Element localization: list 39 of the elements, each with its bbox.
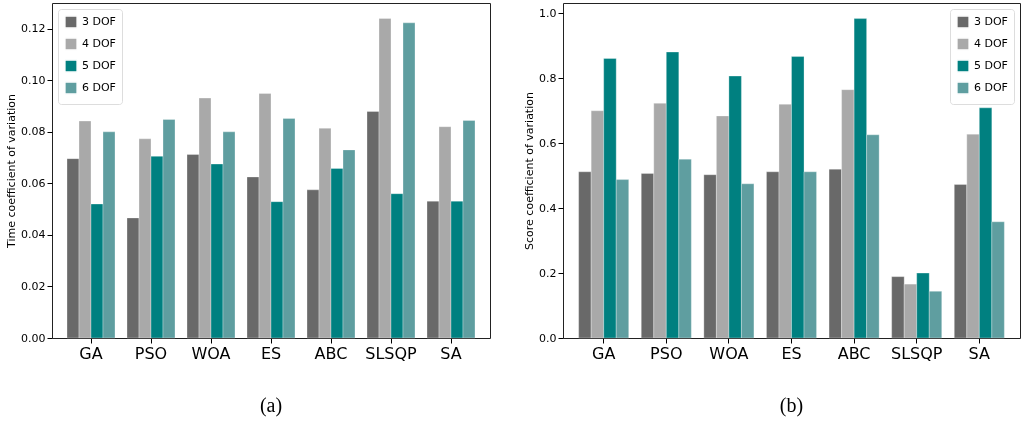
- y-tick-label: 0.4: [539, 201, 557, 215]
- legend-label: 4 DOF: [974, 37, 1008, 50]
- y-tick-label: 0.0: [539, 331, 557, 345]
- y-tick-label: 0.00: [21, 331, 46, 345]
- y-tick-label: 0.08: [21, 125, 46, 139]
- legend-label: 5 DOF: [82, 59, 116, 72]
- y-tick-label: 0.8: [539, 71, 557, 85]
- text: (a): [259, 394, 283, 417]
- y-tick-label: 0.2: [539, 266, 557, 280]
- x-tick-label: WOA: [191, 343, 231, 363]
- legend-label: 4 DOF: [82, 37, 116, 50]
- x-tick-label: ES: [260, 343, 282, 363]
- y-tick-label: 1.0: [539, 6, 557, 20]
- x-tick-label: GA: [592, 343, 616, 363]
- legend-label: 3 DOF: [82, 15, 116, 28]
- x-tick-label: ABC: [837, 343, 871, 363]
- legend-label: 6 DOF: [82, 81, 116, 94]
- x-tick-label: SA: [440, 343, 462, 363]
- y-tick-label: 0.04: [21, 228, 46, 242]
- text: (b): [779, 394, 804, 417]
- x-tick-label: ABC: [314, 343, 348, 363]
- x-tick-label: WOA: [709, 343, 749, 363]
- y-tick-label: 0.12: [21, 22, 46, 36]
- y-tick-label: 0.06: [21, 176, 46, 190]
- x-tick-label: PSO: [650, 343, 683, 363]
- x-tick-label: PSO: [134, 343, 168, 363]
- y-axis-title: Score coefficient of variation: [523, 92, 537, 250]
- legend-label: 6 DOF: [974, 81, 1008, 94]
- x-tick-label: GA: [79, 343, 103, 363]
- x-tick-label: SLSQP: [890, 343, 943, 363]
- y-tick-label: 0.10: [21, 73, 46, 87]
- x-tick-label: SA: [968, 343, 991, 363]
- legend-label: 3 DOF: [974, 15, 1008, 28]
- x-tick-label: ES: [781, 343, 802, 363]
- x-tick-label: SLSQP: [365, 343, 418, 363]
- y-tick-label: 0.6: [539, 136, 557, 150]
- y-axis-title: Time coefficient of variation: [5, 93, 19, 249]
- y-tick-label: 0.02: [21, 279, 46, 293]
- legend-label: 5 DOF: [974, 59, 1008, 72]
